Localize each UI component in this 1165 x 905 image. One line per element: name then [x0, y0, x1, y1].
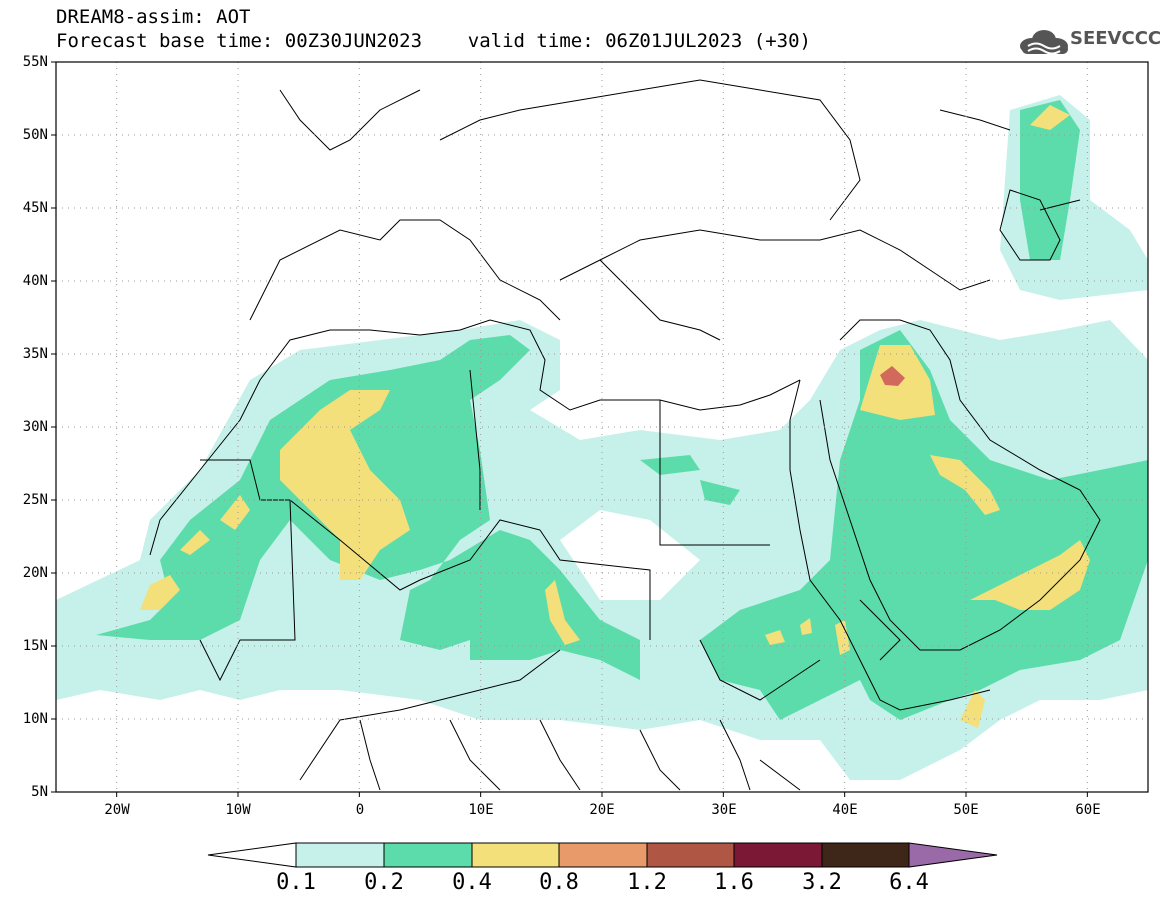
lon-label: 20W [104, 802, 130, 818]
lon-label: 60E [1075, 802, 1101, 818]
colorbar-swatch [295, 842, 385, 868]
lon-label: 0 [355, 802, 365, 818]
colorbar-swatch [646, 842, 735, 868]
lat-label: 5N [31, 784, 48, 800]
colorbar-label: 0.4 [452, 870, 492, 895]
colorbar-label: 0.2 [364, 870, 404, 895]
lon-label: 50E [953, 802, 979, 818]
lat-label: 45N [22, 200, 48, 216]
colorbar-low-arrow [207, 842, 297, 868]
colorbar-swatch [733, 842, 823, 868]
colorbar-label: 1.2 [627, 870, 667, 895]
map-title: DREAM8-assim: AOT [56, 6, 251, 28]
colorbar-swatch [558, 842, 648, 868]
lat-label: 50N [22, 127, 48, 143]
colorbar-label: 1.6 [714, 870, 754, 895]
colorbar [207, 842, 998, 868]
lon-label: 20E [589, 802, 615, 818]
aot-level-0-8 [880, 366, 905, 386]
colorbar-label: 0.8 [539, 870, 579, 895]
lat-label: 30N [22, 419, 48, 435]
lon-label: 10W [225, 802, 251, 818]
colorbar-label: 3.2 [802, 870, 842, 895]
lon-label: 10E [468, 802, 494, 818]
colorbar-swatch [383, 842, 473, 868]
colorbar-label: 0.1 [276, 870, 316, 895]
lat-label: 15N [22, 638, 48, 654]
axis-ticks [51, 61, 1088, 797]
colorbar-high-arrow [908, 842, 998, 868]
graticule [56, 62, 1148, 792]
lon-label: 30E [711, 802, 737, 818]
lat-label: 10N [22, 711, 48, 727]
seevccc-logo-icon [1020, 30, 1068, 55]
lat-label: 40N [22, 273, 48, 289]
logo-text: SEEVCCC [1070, 28, 1162, 49]
lat-label: 25N [22, 492, 48, 508]
lat-label: 20N [22, 565, 48, 581]
forecast-time-subtitle: Forecast base time: 00Z30JUN2023 valid t… [56, 30, 811, 52]
colorbar-swatch [471, 842, 560, 868]
lat-label: 35N [22, 346, 48, 362]
colorbar-swatch [821, 842, 910, 868]
country-borders [149, 79, 1101, 791]
lat-label: 55N [22, 54, 48, 70]
lon-label: 40E [832, 802, 858, 818]
colorbar-label: 6.4 [889, 870, 929, 895]
